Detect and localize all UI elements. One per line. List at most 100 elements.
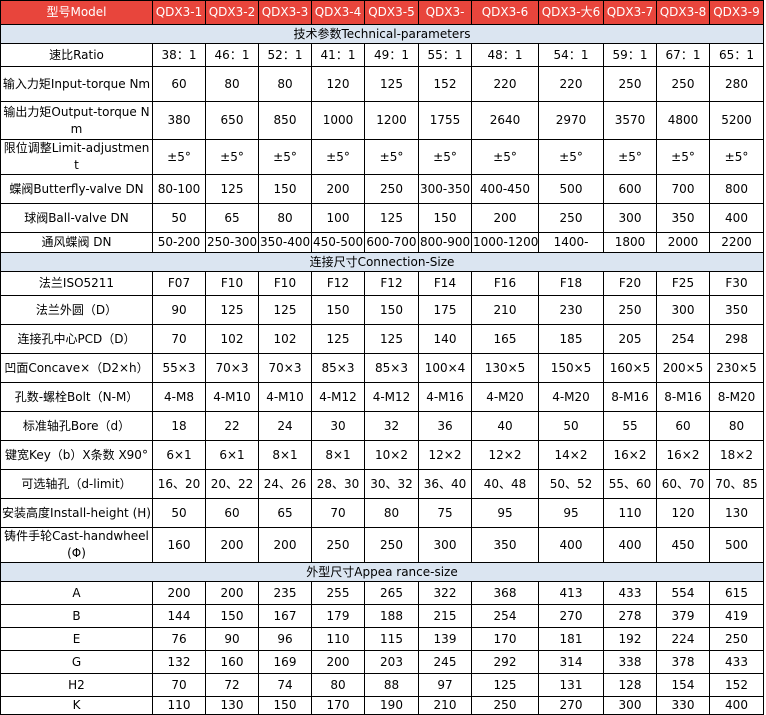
cell-value: 350 (471, 527, 539, 563)
model-name: QDX3-2 (205, 0, 259, 25)
cell-value: 70 (152, 324, 206, 354)
cell-value: 76 (152, 627, 206, 651)
data-row: 法兰外圆（D） 90 125 125 150 150 175 210 230 250 300 350 (0, 295, 764, 325)
cell-value: 224 (656, 627, 710, 651)
cell-value: 188 (364, 604, 419, 628)
cell-value: 190 (364, 696, 419, 715)
cell-value: 125 (364, 66, 419, 102)
cell-value: 55：1 (418, 43, 472, 67)
cell-value: 49：1 (364, 43, 419, 67)
data-row: E 76 90 96 110 115 139 170 181 192 224 250 (0, 627, 764, 651)
cell-value: 179 (311, 604, 365, 628)
cell-value: 215 (418, 604, 472, 628)
cell-value: F14 (418, 271, 472, 296)
cell-value: 181 (538, 627, 604, 651)
row-label: G (0, 650, 153, 674)
cell-value: 220 (538, 66, 604, 102)
cell-value: 160×5 (603, 353, 657, 383)
cell-value: 72 (205, 673, 259, 697)
row-label: 输入力矩Input-torque Nm (0, 66, 153, 102)
row-label: 孔数-螺栓Bolt（N-M） (0, 382, 153, 412)
data-row: 连接孔中心PCD（D） 70 102 102 125 125 140 165 185 205 254… (0, 324, 764, 354)
section-row: 连接尺寸Connection-Size (0, 252, 764, 272)
cell-value: ±5° (418, 139, 472, 175)
data-row: 安装高度Install-height (H) 50 60 65 70 80 75 95 95 11… (0, 498, 764, 528)
data-row: 限位调整Limit-adjustment ±5° ±5° ±5° ±5° ±5° ±5° ±5… (0, 139, 764, 175)
data-row: 孔数-螺栓Bolt（N-M） 4-M8 4-M10 4-M10 4-M12 4-M12 4-… (0, 382, 764, 412)
cell-value: 192 (603, 627, 657, 651)
section-title: 连接尺寸Connection-Size (0, 252, 764, 272)
cell-value: 130×5 (471, 353, 539, 383)
cell-value: 60 (152, 66, 206, 102)
cell-value: F30 (709, 271, 764, 296)
cell-value: 433 (603, 581, 657, 605)
cell-value: 8-M16 (656, 382, 710, 412)
cell-value: 102 (205, 324, 259, 354)
row-label: 速比Ratio (0, 43, 153, 67)
cell-value: 200 (205, 581, 259, 605)
cell-value: 300 (418, 527, 472, 563)
cell-value: ±5° (152, 139, 206, 175)
cell-value: 80 (311, 673, 365, 697)
cell-value: 500 (709, 527, 764, 563)
cell-value: 175 (418, 295, 472, 325)
cell-value: 40 (471, 411, 539, 441)
cell-value: 144 (152, 604, 206, 628)
cell-value: ±5° (538, 139, 604, 175)
cell-value: 95 (538, 498, 604, 528)
cell-value: 250 (364, 174, 419, 204)
model-name: QDX3-9 (709, 0, 764, 25)
cell-value: ±5° (364, 139, 419, 175)
cell-value: 1200 (364, 101, 419, 140)
cell-value: 230 (538, 295, 604, 325)
cell-value: 125 (205, 295, 259, 325)
cell-value: 125 (205, 174, 259, 204)
cell-value: 167 (258, 604, 312, 628)
cell-value: 250 (603, 295, 657, 325)
cell-value: 210 (471, 295, 539, 325)
cell-value: 270 (538, 604, 604, 628)
cell-value: 70 (311, 498, 365, 528)
cell-value: 4-M12 (364, 382, 419, 412)
cell-value: 40、48 (471, 469, 539, 499)
row-label: 输出力矩Output-torque Nm (0, 101, 153, 140)
cell-value: 70 (152, 673, 206, 697)
cell-value: 125 (364, 324, 419, 354)
cell-value: 154 (656, 673, 710, 697)
row-label: 法兰ISO5211 (0, 271, 153, 296)
cell-value: 55 (603, 411, 657, 441)
cell-value: 400 (709, 203, 764, 233)
cell-value: 150 (258, 174, 312, 204)
cell-value: 700 (656, 174, 710, 204)
cell-value: 8-M20 (709, 382, 764, 412)
cell-value: 50 (152, 203, 206, 233)
cell-value: 55×3 (152, 353, 206, 383)
cell-value: 90 (205, 627, 259, 651)
cell-value: F25 (656, 271, 710, 296)
cell-value: 125 (364, 203, 419, 233)
cell-value: 16×2 (656, 440, 710, 470)
cell-value: 110 (152, 696, 206, 715)
cell-value: 95 (471, 498, 539, 528)
model-name: QDX3-1 (152, 0, 206, 25)
cell-value: 400 (709, 696, 764, 715)
cell-value: 70×3 (258, 353, 312, 383)
cell-value: 2970 (538, 101, 604, 140)
cell-value: 152 (709, 673, 764, 697)
model-name: QDX3-大6 (538, 0, 604, 25)
cell-value: 152 (418, 66, 472, 102)
cell-value: 48：1 (471, 43, 539, 67)
data-row: K 110 130 150 170 190 210 250 270 300 330 400 (0, 696, 764, 715)
cell-value: 100 (311, 203, 365, 233)
cell-value: 16、20 (152, 469, 206, 499)
cell-value: 24 (258, 411, 312, 441)
cell-value: 6×1 (205, 440, 259, 470)
cell-value: 250 (538, 203, 604, 233)
cell-value: 18 (152, 411, 206, 441)
cell-value: 1000-1200 (471, 232, 539, 253)
cell-value: 36、40 (418, 469, 472, 499)
cell-value: 54：1 (538, 43, 604, 67)
cell-value: 368 (471, 581, 539, 605)
cell-value: 278 (603, 604, 657, 628)
